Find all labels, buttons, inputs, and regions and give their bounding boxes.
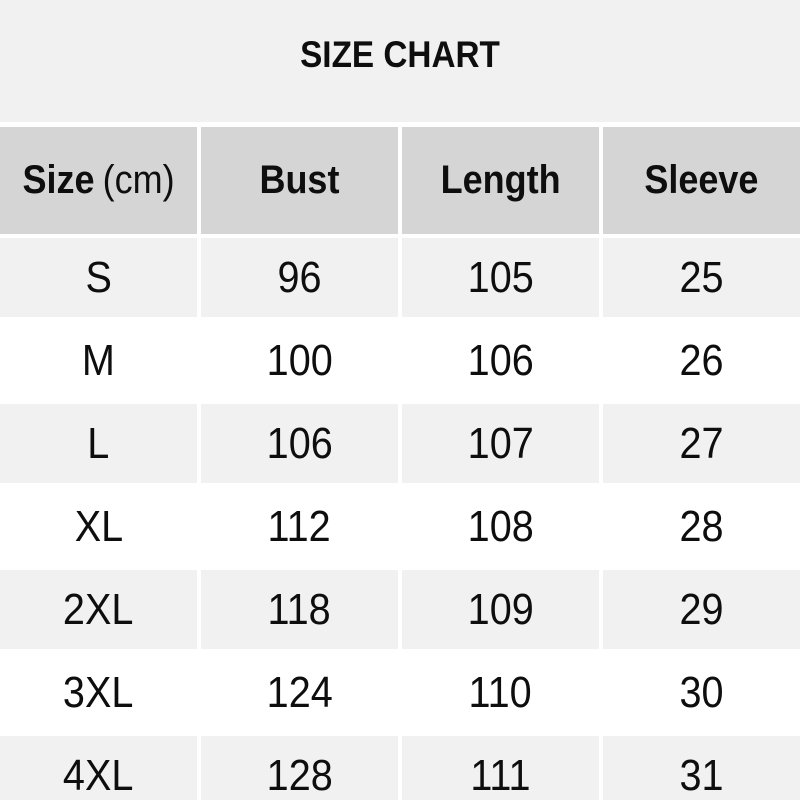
cell-value: 29 bbox=[679, 584, 724, 634]
length-cell: 111 bbox=[402, 736, 599, 800]
sleeve-label: Sleeve bbox=[644, 158, 759, 202]
cell-value: 26 bbox=[679, 335, 724, 385]
length-label: Length bbox=[440, 158, 561, 202]
cell-value: 111 bbox=[470, 750, 531, 800]
column-header-length: Length bbox=[402, 127, 599, 234]
bust-cell: 96 bbox=[201, 238, 398, 317]
bust-cell: 118 bbox=[201, 570, 398, 649]
table-row-xl: XL 112 108 28 bbox=[0, 487, 800, 566]
length-cell: 109 bbox=[402, 570, 599, 649]
bust-label: Bust bbox=[259, 158, 340, 202]
cell-value: 109 bbox=[467, 584, 534, 634]
bust-cell: 124 bbox=[201, 653, 398, 732]
cell-value: 27 bbox=[679, 418, 724, 468]
table-row-2xl: 2XL 118 109 29 bbox=[0, 570, 800, 649]
cell-value: L bbox=[87, 418, 110, 468]
cell-value: S bbox=[85, 252, 112, 302]
table-row-s: S 96 105 25 bbox=[0, 238, 800, 317]
table-row-l: L 106 107 27 bbox=[0, 404, 800, 483]
length-cell: 110 bbox=[402, 653, 599, 732]
bust-cell: 128 bbox=[201, 736, 398, 800]
cell-value: 112 bbox=[267, 501, 332, 551]
table-row-3xl: 3XL 124 110 30 bbox=[0, 653, 800, 732]
sleeve-cell: 27 bbox=[603, 404, 800, 483]
column-header-sleeve: Sleeve bbox=[603, 127, 800, 234]
size-cell: 3XL bbox=[0, 653, 197, 732]
sleeve-cell: 26 bbox=[603, 321, 800, 400]
size-cell: L bbox=[0, 404, 197, 483]
sleeve-cell: 30 bbox=[603, 653, 800, 732]
bust-cell: 106 bbox=[201, 404, 398, 483]
column-header-size: Size (cm) bbox=[0, 127, 197, 234]
size-label: Size bbox=[22, 158, 95, 202]
size-cell: 2XL bbox=[0, 570, 197, 649]
bust-cell: 100 bbox=[201, 321, 398, 400]
size-cell: XL bbox=[0, 487, 197, 566]
sleeve-cell: 29 bbox=[603, 570, 800, 649]
size-unit-label: (cm) bbox=[102, 158, 175, 202]
cell-value: 106 bbox=[266, 418, 333, 468]
length-cell: 105 bbox=[402, 238, 599, 317]
cell-value: 128 bbox=[266, 750, 333, 800]
size-cell: M bbox=[0, 321, 197, 400]
page-title: SIZE CHART bbox=[300, 34, 500, 75]
table-header-row: Size (cm) Bust Length Sleeve bbox=[0, 127, 800, 234]
cell-value: 25 bbox=[679, 252, 724, 302]
length-cell: 106 bbox=[402, 321, 599, 400]
sleeve-cell: 28 bbox=[603, 487, 800, 566]
table-row-m: M 100 106 26 bbox=[0, 321, 800, 400]
cell-value: XL bbox=[74, 501, 123, 551]
cell-value: 105 bbox=[467, 252, 534, 302]
cell-value: 100 bbox=[266, 335, 333, 385]
cell-value: M bbox=[82, 335, 115, 385]
cell-value: 110 bbox=[468, 667, 533, 717]
column-header-bust: Bust bbox=[201, 127, 398, 234]
cell-value: 124 bbox=[266, 667, 333, 717]
size-cell: S bbox=[0, 238, 197, 317]
cell-value: 118 bbox=[267, 584, 332, 634]
title-section: SIZE CHART bbox=[0, 0, 800, 122]
cell-value: 3XL bbox=[63, 667, 134, 717]
cell-value: 30 bbox=[679, 667, 724, 717]
cell-value: 31 bbox=[679, 750, 724, 800]
size-cell: 4XL bbox=[0, 736, 197, 800]
cell-value: 96 bbox=[277, 252, 322, 302]
sleeve-cell: 31 bbox=[603, 736, 800, 800]
size-chart-table: Size (cm) Bust Length Sleeve S 96 105 25 … bbox=[0, 127, 800, 800]
cell-value: 2XL bbox=[63, 584, 134, 634]
cell-value: 108 bbox=[467, 501, 534, 551]
cell-value: 4XL bbox=[63, 750, 134, 800]
length-cell: 107 bbox=[402, 404, 599, 483]
cell-value: 28 bbox=[679, 501, 724, 551]
size-header-text: Size (cm) bbox=[22, 158, 174, 203]
sleeve-cell: 25 bbox=[603, 238, 800, 317]
length-cell: 108 bbox=[402, 487, 599, 566]
cell-value: 107 bbox=[467, 418, 534, 468]
table-row-4xl: 4XL 128 111 31 bbox=[0, 736, 800, 800]
cell-value: 106 bbox=[467, 335, 534, 385]
bust-cell: 112 bbox=[201, 487, 398, 566]
